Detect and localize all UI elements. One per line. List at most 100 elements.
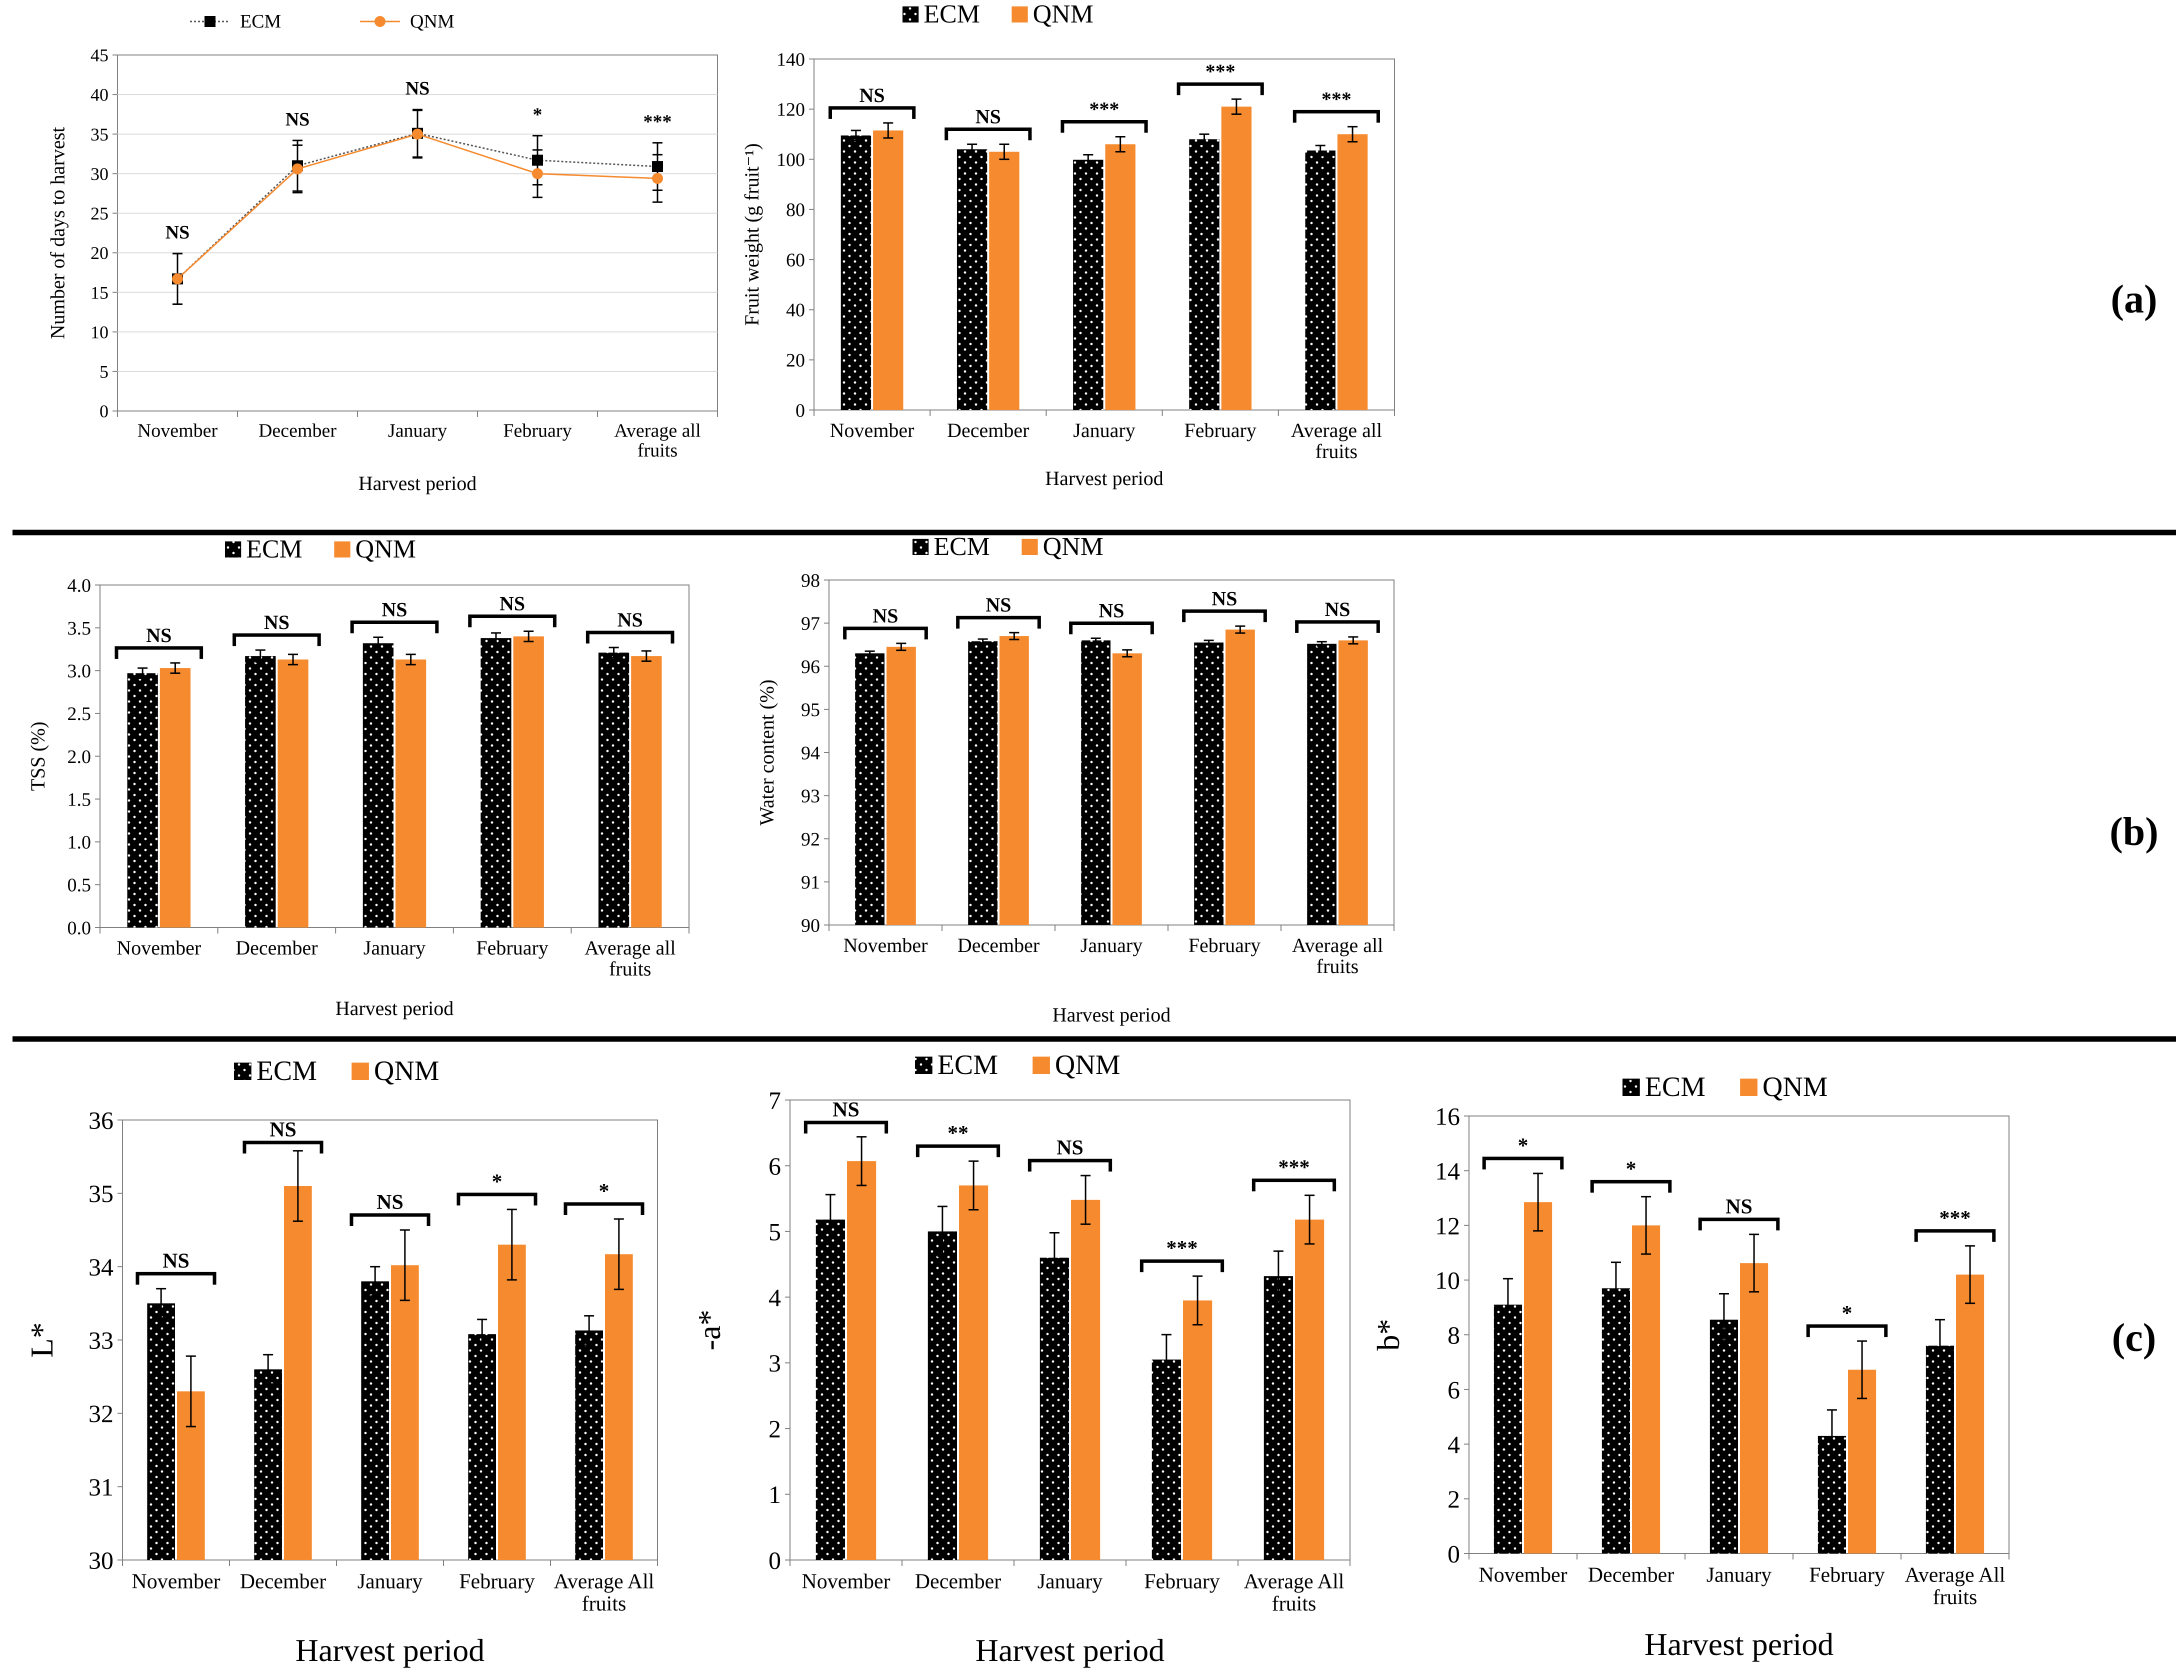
x-tick-label: fruits [582,1592,626,1616]
significance-bracket [1806,1324,1888,1338]
y-tick-label: 96 [801,656,820,678]
y-tick-label: 15 [90,282,108,302]
bar-qnm [959,1185,988,1560]
y-axis-label: b* [1370,1319,1406,1351]
x-tick-label: fruits [638,440,678,461]
y-tick-label: 0 [768,1546,781,1574]
significance-bracket [1698,1218,1780,1230]
bar-qnm [631,656,662,928]
legend-swatch-qnm [1740,1078,1758,1096]
significance-bracket [1069,621,1154,634]
bar-qnm [1000,636,1029,925]
significance-bracket [1140,1259,1224,1272]
bar-qnm [989,152,1020,410]
legend-marker-qnm [374,16,386,27]
y-tick-label: 35 [88,1180,114,1208]
significance-bracket [956,616,1041,629]
significance-label: *** [1090,98,1120,120]
y-tick-label: 91 [801,872,820,893]
significance-label: NS [872,604,898,627]
significance-bracket [843,626,928,640]
significance-bracket [242,1140,324,1154]
legend-label-ecm: ECM [246,535,302,564]
bar-ecm [468,1334,496,1560]
y-tick-label: 93 [801,786,820,807]
significance-label: NS [986,594,1011,616]
x-tick-label: February [503,420,572,441]
y-tick-label: 8 [1448,1321,1460,1349]
y-tick-label: 5 [100,362,108,382]
y-tick-label: 20 [786,350,805,371]
legend-label-ecm: ECM [1645,1072,1706,1102]
y-tick-label: 16 [1435,1102,1460,1130]
x-axis-label: Harvest period [358,472,477,494]
y-tick-label: 45 [90,46,108,66]
legend-swatch-qnm [352,1062,369,1080]
y-tick-label: 90 [801,915,820,936]
x-tick-label: February [1184,419,1256,442]
significance-bracket [114,646,204,659]
y-tick-label: 12 [1435,1212,1460,1240]
x-tick-label: fruits [1272,1592,1316,1616]
y-tick-label: 98 [801,570,820,591]
y-tick-label: 31 [88,1473,114,1501]
x-axis-label: Harvest period [336,997,454,1020]
significance-label: NS [146,624,172,646]
x-tick-label: November [844,934,928,956]
data-point-qnm [292,163,303,174]
bar-ecm [147,1303,175,1560]
legend-swatch-ecm [1622,1078,1640,1096]
chart-water: 90 91 92 93 94 95 96 97 98 November December Januar… [756,532,1394,1026]
bar-ecm [1073,160,1104,410]
legend-label-qnm: QNM [356,535,416,564]
y-tick-label: 4.0 [68,575,92,596]
bar-qnm [391,1265,419,1560]
y-tick-label: 3 [768,1349,781,1377]
y-tick-label: 100 [776,150,805,170]
y-tick-label: 4 [1448,1430,1460,1458]
legend-label-ecm: ECM [240,11,281,32]
x-tick-label: November [132,1570,220,1594]
bar-ecm [361,1281,389,1560]
x-tick-label: Average all [614,420,700,441]
y-axis-label: Number of days to harvest [46,127,69,339]
x-tick-label: November [116,936,201,959]
y-tick-label: 140 [776,49,805,70]
significance-label: *** [1322,88,1352,110]
x-axis-label: Harvest period [976,1632,1165,1668]
legend-label-ecm: ECM [256,1056,317,1086]
legend-label-qnm: QNM [1055,1050,1120,1080]
x-tick-label: December [1588,1564,1674,1587]
y-tick-label: 14 [1435,1157,1460,1185]
x-tick-label: January [364,936,426,959]
significance-bracket [916,1144,1000,1158]
y-axis-label: Water content (%) [756,680,778,826]
significance-label: NS [976,105,1001,128]
bar-qnm [886,646,916,925]
x-tick-label: January [1038,1570,1103,1594]
y-tick-label: 1 [768,1480,781,1508]
chart-tss: 0.0 0.5 1.0 1.5 2.0 2.5 3.0 3.5 4.0 November Decem… [26,535,690,1020]
x-tick-label: December [915,1570,1002,1594]
significance-label: ** [948,1122,968,1145]
significance-label: NS [1056,1136,1084,1160]
bar-ecm [840,135,872,410]
x-tick-label: February [1144,1570,1220,1594]
bar-ecm [598,652,630,928]
bar-ecm [1710,1320,1738,1554]
significance-label: * [533,104,542,125]
bar-ecm [1926,1346,1954,1554]
bar-qnm [498,1244,526,1560]
significance-label: NS [500,592,525,614]
x-tick-label: January [1080,934,1142,956]
bar-ecm [254,1369,282,1560]
y-tick-label: 10 [1435,1266,1460,1294]
bar-ecm [928,1231,957,1560]
bar-qnm [847,1161,876,1560]
x-tick-label: November [138,420,218,441]
x-tick-label: fruits [609,958,651,980]
x-tick-label: Average All [1905,1564,2006,1587]
legend: ECM QNM [915,1050,1120,1080]
bar-ecm [1307,644,1336,925]
x-tick-label: Average all [584,936,676,959]
